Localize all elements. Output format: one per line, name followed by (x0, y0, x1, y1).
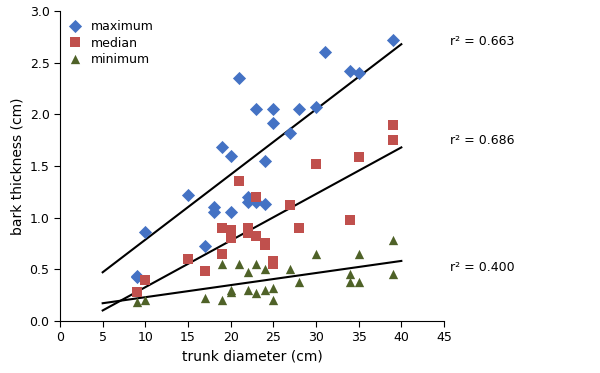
Legend: maximum, median, minimum: maximum, median, minimum (64, 15, 159, 72)
X-axis label: trunk diameter (cm): trunk diameter (cm) (182, 350, 322, 364)
minimum (217, 297, 227, 303)
minimum (388, 237, 398, 243)
maximum (140, 229, 150, 235)
median (235, 179, 244, 185)
median (183, 256, 193, 262)
maximum (311, 104, 321, 110)
median (243, 230, 253, 236)
minimum (354, 279, 364, 285)
median (388, 137, 398, 143)
median (311, 161, 321, 167)
maximum (260, 158, 269, 164)
maximum (269, 120, 278, 126)
maximum (251, 199, 261, 205)
minimum (388, 272, 398, 278)
minimum (243, 269, 253, 275)
maximum (132, 273, 142, 279)
Text: r² = 0.686: r² = 0.686 (450, 134, 515, 147)
median (217, 225, 227, 231)
median (200, 268, 210, 274)
maximum (243, 194, 253, 200)
maximum (226, 209, 235, 215)
maximum (388, 37, 398, 43)
median (217, 251, 227, 257)
median (260, 240, 269, 246)
minimum (354, 251, 364, 257)
median (251, 194, 261, 200)
minimum (226, 289, 235, 295)
minimum (243, 287, 253, 293)
maximum (183, 192, 193, 198)
median (226, 227, 235, 233)
minimum (260, 287, 269, 293)
maximum (235, 75, 244, 81)
minimum (311, 251, 321, 257)
minimum (200, 295, 210, 301)
maximum (132, 275, 142, 280)
minimum (269, 297, 278, 303)
median (269, 258, 278, 264)
median (311, 161, 321, 167)
median (294, 225, 304, 231)
median (354, 154, 364, 160)
minimum (251, 290, 261, 296)
minimum (346, 279, 355, 285)
maximum (200, 244, 210, 250)
median (286, 202, 295, 208)
minimum (260, 266, 269, 272)
minimum (140, 297, 150, 303)
maximum (354, 70, 364, 76)
minimum (226, 287, 235, 293)
median (226, 235, 235, 241)
minimum (346, 272, 355, 278)
Text: r² = 0.663: r² = 0.663 (450, 35, 514, 48)
maximum (320, 50, 329, 56)
median (269, 261, 278, 267)
minimum (251, 261, 261, 267)
median (260, 242, 269, 248)
Text: r² = 0.400: r² = 0.400 (450, 261, 515, 274)
minimum (217, 261, 227, 267)
minimum (294, 279, 304, 285)
minimum (286, 266, 295, 272)
maximum (209, 204, 218, 210)
median (132, 289, 142, 295)
minimum (132, 299, 142, 305)
maximum (269, 106, 278, 112)
median (251, 233, 261, 239)
maximum (294, 106, 304, 112)
maximum (251, 106, 261, 112)
maximum (226, 153, 235, 159)
median (226, 230, 235, 236)
minimum (269, 285, 278, 291)
maximum (346, 68, 355, 74)
maximum (260, 201, 269, 207)
minimum (235, 261, 244, 267)
Y-axis label: bark thickness (cm): bark thickness (cm) (10, 97, 24, 235)
maximum (243, 199, 253, 205)
median (243, 225, 253, 231)
median (346, 217, 355, 223)
maximum (286, 130, 295, 136)
median (388, 122, 398, 128)
median (140, 276, 150, 282)
maximum (209, 209, 218, 215)
maximum (217, 144, 227, 150)
